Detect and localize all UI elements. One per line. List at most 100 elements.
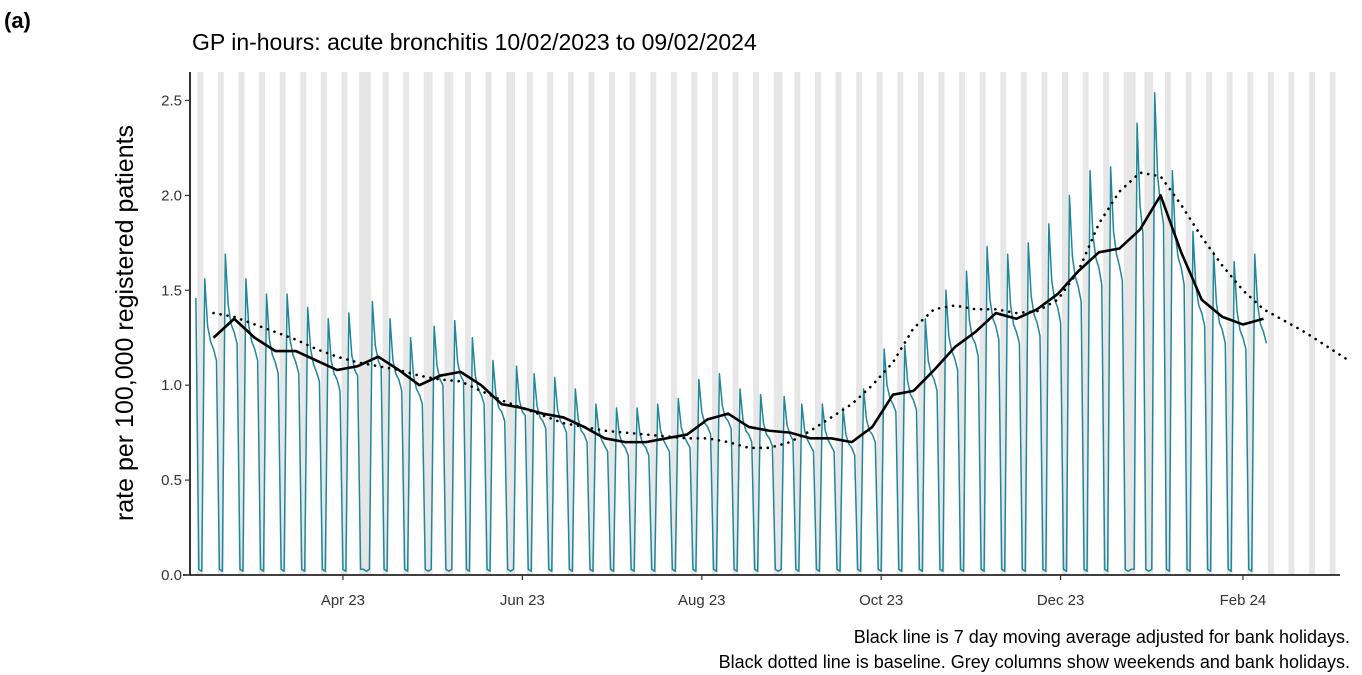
y-tick-label: 0.5 xyxy=(161,472,182,489)
weekend-column xyxy=(1250,72,1254,575)
weekend-column xyxy=(567,72,571,575)
weekend-column xyxy=(344,72,348,575)
weekend-column xyxy=(897,72,901,575)
x-tick-label: Dec 23 xyxy=(1037,592,1085,609)
weekend-column xyxy=(629,72,633,575)
daily-line xyxy=(195,92,1268,572)
weekend-column xyxy=(773,72,777,575)
bank-holiday-column xyxy=(1132,72,1136,575)
weekend-column xyxy=(941,72,945,575)
x-tick-label: Oct 23 xyxy=(859,592,903,609)
x-tick-label: Apr 23 xyxy=(321,592,365,609)
weekend-column xyxy=(1126,72,1130,575)
weekend-column xyxy=(609,72,613,575)
weekend-column xyxy=(920,72,924,575)
weekend-column xyxy=(1209,72,1213,575)
weekend-column xyxy=(197,72,201,575)
weekend-column xyxy=(365,72,368,575)
weekend-column xyxy=(1000,72,1004,575)
weekend-column xyxy=(1226,72,1230,575)
y-tick-label: 1.0 xyxy=(161,377,182,394)
weekend-column xyxy=(732,72,736,575)
caption: Black line is 7 day moving average adjus… xyxy=(854,627,1350,647)
weekend-column xyxy=(465,72,468,575)
weekend-column xyxy=(488,72,492,575)
weekend-column xyxy=(838,72,842,575)
weekend-column xyxy=(1270,72,1274,575)
weekend-column xyxy=(1085,72,1089,575)
weekend-column xyxy=(1062,72,1065,575)
panel-label: (a) xyxy=(4,8,31,33)
weekend-column xyxy=(591,72,595,575)
weekend-column xyxy=(1144,72,1148,575)
weekend-column xyxy=(1041,72,1045,575)
weekend-column xyxy=(959,72,963,575)
weekend-column xyxy=(753,72,757,575)
weekend-column xyxy=(900,72,904,575)
weekend-column xyxy=(1147,72,1151,575)
y-tick-label: 2.5 xyxy=(161,92,182,109)
weekend-column xyxy=(1020,72,1024,575)
weekend-column xyxy=(588,72,592,575)
weekend-column xyxy=(323,72,327,575)
bank-holiday-column xyxy=(359,72,363,575)
weekend-column xyxy=(467,72,471,575)
weekend-column xyxy=(938,72,942,575)
weekend-column xyxy=(1288,72,1292,575)
bank-holiday-column xyxy=(1129,72,1133,575)
weekend-column xyxy=(815,72,818,575)
weekend-column xyxy=(694,72,698,575)
weekend-column xyxy=(797,72,801,575)
weekend-column xyxy=(447,72,451,575)
chart-title: GP in-hours: acute bronchitis 10/02/2023… xyxy=(192,29,757,55)
bank-holiday-column xyxy=(1150,72,1154,575)
weekend-column xyxy=(817,72,821,575)
shading xyxy=(197,72,1336,575)
weekend-column xyxy=(735,72,739,575)
weekend-column xyxy=(282,72,286,575)
weekend-column xyxy=(715,72,718,575)
weekend-column xyxy=(1206,72,1210,575)
weekend-column xyxy=(612,72,615,575)
caption: Black dotted line is baseline. Grey colu… xyxy=(719,652,1350,672)
weekend-column xyxy=(259,72,263,575)
bank-holiday-column xyxy=(779,72,783,575)
weekend-column xyxy=(262,72,265,575)
weekend-column xyxy=(382,72,386,575)
weekend-column xyxy=(712,72,715,575)
weekend-column xyxy=(1167,72,1171,575)
weekend-column xyxy=(485,72,489,575)
weekend-column xyxy=(879,72,883,575)
baseline-line xyxy=(212,171,1348,450)
weekend-column xyxy=(362,72,365,575)
weekend-column xyxy=(1329,72,1333,575)
weekend-column xyxy=(300,72,304,575)
weekend-column xyxy=(632,72,636,575)
weekend-column xyxy=(403,72,407,575)
weekend-column xyxy=(776,72,780,575)
weekend-column xyxy=(1309,72,1313,575)
weekend-column xyxy=(1023,72,1027,575)
weekend-column xyxy=(876,72,880,575)
weekend-column xyxy=(917,72,921,575)
weekend-column xyxy=(756,72,760,575)
weekend-column xyxy=(303,72,307,575)
weekend-column xyxy=(506,72,510,575)
weekend-column xyxy=(1312,72,1315,575)
weekend-column xyxy=(835,72,839,575)
weekend-column xyxy=(1332,72,1336,575)
weekend-column xyxy=(1003,72,1007,575)
weekend-column xyxy=(962,72,965,575)
weekend-column xyxy=(1103,72,1107,575)
weekend-column xyxy=(1106,72,1110,575)
weekend-column xyxy=(570,72,574,575)
weekend-column xyxy=(423,72,427,575)
plot-lines xyxy=(195,92,1348,572)
weekend-column xyxy=(653,72,657,575)
weekend-column xyxy=(979,72,983,575)
x-tick-label: Feb 24 xyxy=(1220,592,1267,609)
y-tick-label: 1.5 xyxy=(161,282,182,299)
bank-holiday-column xyxy=(450,72,454,575)
